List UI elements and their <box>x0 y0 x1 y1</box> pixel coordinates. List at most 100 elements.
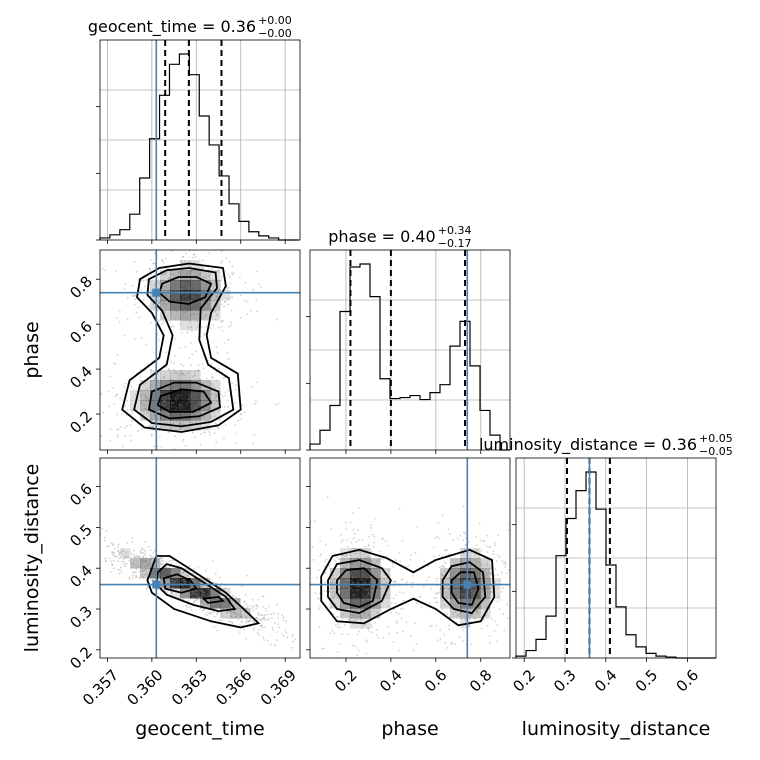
sample-point <box>364 582 367 584</box>
sample-point <box>245 616 248 619</box>
sample-point <box>144 541 147 544</box>
density-cell <box>480 558 491 569</box>
sample-point <box>153 284 156 286</box>
sample-point <box>354 570 357 573</box>
sample-point <box>195 393 198 396</box>
density-cell <box>170 588 181 599</box>
sample-point <box>143 553 146 556</box>
sample-point <box>454 611 457 614</box>
sample-point <box>143 569 146 572</box>
sample-point <box>444 549 447 552</box>
sample-point <box>248 619 251 622</box>
sample-point <box>240 418 243 421</box>
sample-point <box>248 610 251 613</box>
sample-point <box>183 578 185 581</box>
sample-point <box>351 589 354 592</box>
sample-point <box>360 616 363 619</box>
sample-point <box>164 401 167 404</box>
density-cell <box>330 568 341 579</box>
sample-point <box>463 597 466 600</box>
sample-point <box>484 572 486 575</box>
sample-point <box>172 325 175 328</box>
sample-point <box>439 566 441 568</box>
axes-frame <box>99 39 301 241</box>
sample-point <box>371 561 374 564</box>
sample-point <box>196 595 199 598</box>
sample-point <box>352 570 355 573</box>
sample-point <box>482 588 484 591</box>
sample-point <box>177 571 179 574</box>
sample-point <box>121 413 123 416</box>
sample-point <box>94 529 96 531</box>
sample-point <box>504 565 506 568</box>
title-sup-phase: +0.34 <box>438 224 472 237</box>
density-cell <box>340 588 351 599</box>
xtick-label-phase-0: 0.2 <box>331 666 361 696</box>
sample-point <box>190 326 193 329</box>
sample-point <box>134 298 137 301</box>
sample-point <box>410 585 413 588</box>
sample-point <box>356 654 359 657</box>
sample-point <box>211 278 214 281</box>
sample-point <box>136 560 139 563</box>
sample-point <box>174 299 177 302</box>
sample-point <box>122 550 125 552</box>
sample-point <box>239 294 242 297</box>
sample-point <box>337 588 340 591</box>
sample-point <box>348 619 351 622</box>
sample-point <box>458 636 461 639</box>
sample-point <box>164 257 167 260</box>
sample-point <box>255 607 258 610</box>
sample-point <box>480 577 483 579</box>
sample-point <box>141 569 144 572</box>
sample-point <box>194 406 197 409</box>
sample-point <box>210 593 213 596</box>
sample-point <box>277 402 280 405</box>
sample-point <box>88 556 90 558</box>
sample-point <box>129 424 132 427</box>
sample-point <box>480 574 483 576</box>
sample-point <box>357 603 360 605</box>
sample-point <box>92 544 94 546</box>
sample-point <box>443 633 445 636</box>
sample-point <box>174 384 177 387</box>
sample-point <box>486 564 489 567</box>
density-cell <box>360 588 371 599</box>
sample-point <box>256 631 259 634</box>
sample-point <box>508 568 510 571</box>
sample-point <box>253 627 256 630</box>
density-cell <box>160 280 171 291</box>
sample-point <box>167 267 169 270</box>
sample-point <box>203 431 206 434</box>
sample-point <box>362 612 365 615</box>
sample-point <box>113 403 115 406</box>
sample-point <box>182 580 185 583</box>
density-cell <box>220 598 231 609</box>
sample-point <box>175 407 178 409</box>
sample-point <box>238 613 241 616</box>
sample-point <box>116 433 119 436</box>
sample-point <box>142 575 145 578</box>
sample-point <box>452 612 455 615</box>
sample-point <box>209 594 212 597</box>
density-cell <box>200 310 211 321</box>
sample-point <box>195 282 197 285</box>
sample-point <box>165 381 168 384</box>
sample-point <box>336 651 339 654</box>
sample-point <box>247 245 249 247</box>
sample-point <box>460 560 463 562</box>
sample-point <box>277 617 279 620</box>
sample-point <box>156 380 159 383</box>
sample-point <box>197 403 199 406</box>
sample-point <box>139 565 142 568</box>
sample-point <box>488 635 491 637</box>
sample-point <box>447 588 450 591</box>
sample-point <box>126 318 129 320</box>
sample-point <box>160 445 163 448</box>
sample-point <box>162 273 165 276</box>
sample-point <box>161 381 164 384</box>
density-cell <box>160 300 171 311</box>
sample-point <box>193 290 195 293</box>
sample-point <box>230 324 233 327</box>
sample-point <box>168 567 170 570</box>
